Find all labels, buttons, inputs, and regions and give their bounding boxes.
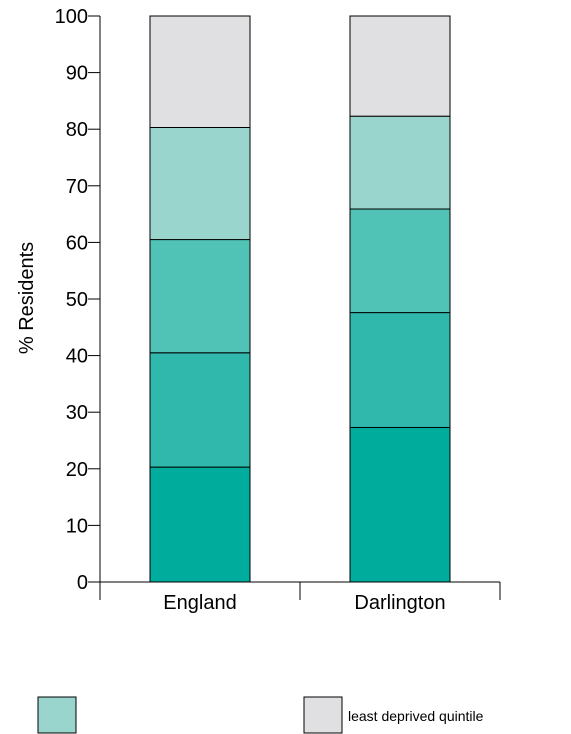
y-tick-label: 90 [66, 63, 88, 85]
y-tick-label: 60 [66, 232, 88, 254]
y-tick-label: 30 [66, 402, 88, 424]
bar-segment-darlington-0 [349, 426, 451, 583]
bar-segment-england-4 [149, 15, 251, 129]
y-tick-label: 80 [66, 119, 88, 141]
bars-layer [149, 15, 451, 583]
y-tick-label: 70 [66, 176, 88, 198]
legend-swatch [303, 696, 343, 734]
bar-segment-darlington-3 [349, 115, 451, 210]
bar-segment-england-0 [149, 466, 251, 583]
x-category-label: Darlington [354, 592, 445, 614]
y-tick-label: 50 [66, 289, 88, 311]
bar-segment-darlington-4 [349, 15, 451, 117]
bar-segment-darlington-1 [349, 312, 451, 428]
x-ticks: England Darlington [99, 582, 501, 614]
legend: least deprived quintile [37, 696, 484, 734]
y-tick-label: 0 [77, 572, 88, 594]
y-tick-label: 20 [66, 459, 88, 481]
legend-swatch [37, 696, 77, 734]
bar-segment-england-3 [149, 127, 251, 241]
y-tick-label: 40 [66, 346, 88, 368]
y-tick-label: 100 [55, 6, 88, 28]
bar-segment-darlington-2 [349, 208, 451, 314]
y-axis-label: % Residents [16, 242, 38, 354]
y-tick-label: 10 [66, 515, 88, 537]
x-category-label: England [163, 592, 236, 614]
y-ticks: 0 10 20 30 40 50 60 70 80 90 100 [55, 6, 100, 594]
bar-segment-england-1 [149, 352, 251, 468]
bar-segment-england-2 [149, 239, 251, 354]
legend-label: least deprived quintile [348, 708, 484, 724]
